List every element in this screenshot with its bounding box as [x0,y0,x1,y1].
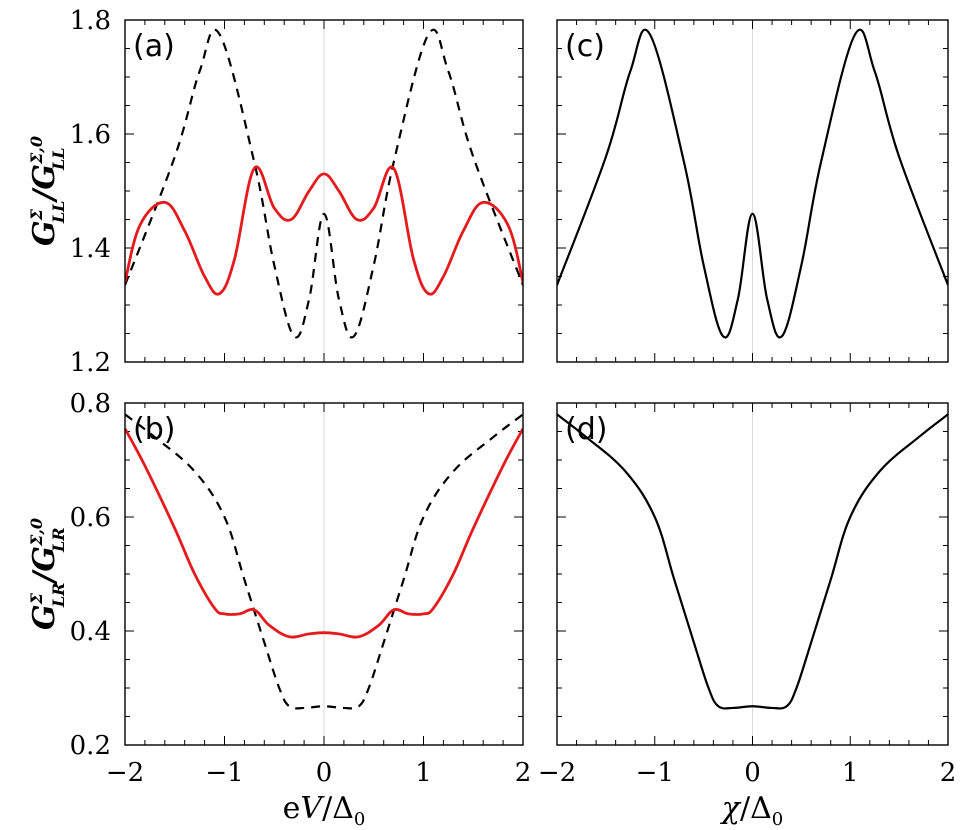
panel-c: (c) [556,19,949,363]
x-axis-title-subscript: 0 [354,809,365,830]
y-tick-label: 0.6 [70,503,111,533]
plot-frame [124,402,524,746]
series-line-a-1 [125,165,523,296]
y-axis-title-sub: LR [49,583,68,609]
y-axis-title-base: G [27,604,62,630]
x-tick-label: −1 [636,758,674,788]
y-tick-label: 1.6 [70,120,111,150]
y-tick-label: 0.4 [70,617,111,647]
y-axis-title-base: G [27,220,62,246]
plot-frame [556,19,949,363]
y-axis-title-den-sub: LR [49,527,68,553]
x-tick-label: −2 [538,758,576,788]
x-axis-title-slash: / [740,791,751,826]
y-axis-title-den-sup: Σ,0 [27,518,46,547]
x-axis-title: eV/Δ0 [283,791,366,830]
panel-label: (b) [133,412,175,447]
series-line-b-1 [125,427,523,639]
x-axis-title-prefix: e [283,791,301,826]
panel-label: (c) [565,29,605,64]
panel-label: (d) [565,412,607,447]
y-tick-label: 1.2 [70,348,111,378]
panel-d: (d) −2 −1 0 1 2 χ/Δ0 [538,402,957,830]
y-axis-title-slash: / [27,569,62,586]
plot-frame [124,19,524,363]
y-tick-label: 0.2 [70,731,111,761]
plot-frame [556,402,949,746]
y-axis-title-sup: Σ [27,208,46,221]
panel-a: (a)1.21.41.61.8GΣ LL/GΣ,0 LL [27,6,524,378]
series-line-b-0 [125,413,523,710]
x-axis-title-slash: / [322,791,333,826]
x-axis-title-denominator: Δ [750,791,772,826]
x-axis-title-variable: V [300,791,325,826]
x-axis-title-subscript: 0 [772,809,783,830]
series-line-c-0 [557,28,948,339]
y-tick-label: 0.8 [70,389,111,419]
x-axis-title-denominator: Δ [332,791,354,826]
x-tick-label: −1 [205,758,243,788]
x-tick-label: 1 [842,758,859,788]
series-line-d-0 [557,413,948,710]
x-axis-title-variable: χ [720,791,742,826]
series-line-a-0 [125,28,523,339]
x-tick-label: −2 [106,758,144,788]
x-tick-label: 1 [415,758,432,788]
x-tick-label: 2 [515,758,532,788]
x-axis-title: χ/Δ0 [720,791,783,830]
panel-label: (a) [133,29,175,64]
y-axis-title-sup: Σ [27,592,46,605]
x-tick-label: 0 [744,758,761,788]
y-axis-title-den-sub: LL [49,147,68,171]
y-axis-title-slash: / [27,187,62,204]
x-tick-label: 2 [940,758,957,788]
y-tick-label: 1.4 [70,234,111,264]
y-axis-title: GΣ LR/GΣ,0 LR [27,518,68,630]
y-axis-title: GΣ LL/GΣ,0 LL [27,136,68,246]
y-axis-title-sub: LL [49,201,68,225]
y-axis-title-den-sup: Σ,0 [27,136,46,165]
y-axis-title-base-2: G [27,546,62,572]
y-tick-label: 1.8 [70,6,111,36]
y-axis-title-base-2: G [27,164,62,190]
x-tick-label: 0 [316,758,333,788]
